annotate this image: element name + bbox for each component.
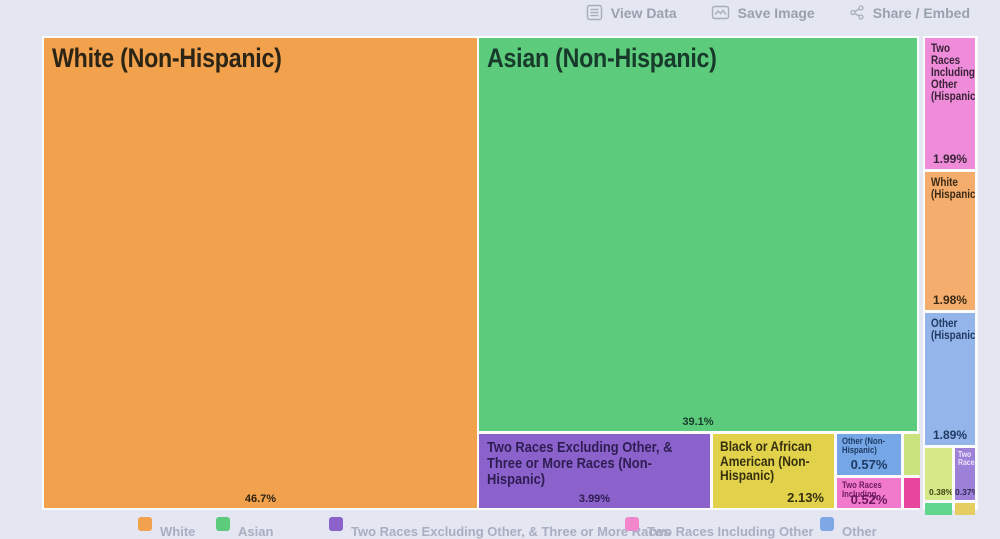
treemap-node-two-races-including-other-hispanic[interactable]: Two Races Including Other (Hispanic) 1.9… xyxy=(925,38,975,169)
node-value: 1.89% xyxy=(932,428,968,442)
save-image-label: Save Image xyxy=(737,4,815,21)
chart-legend: White Asian Two Races Excluding Other, &… xyxy=(0,517,1000,539)
node-value: 2.13% xyxy=(787,490,824,505)
treemap-node-asian-non-hispanic[interactable]: Asian (Non-Hispanic) 39.1% xyxy=(479,38,917,431)
node-label: White (Hispanic) xyxy=(931,177,975,202)
share-embed-icon xyxy=(849,4,865,21)
node-label: Two Races Excluding Other, & Three or Mo… xyxy=(487,439,673,488)
treemap-node-black-non-hispanic[interactable]: Black or African American (Non-Hispanic)… xyxy=(713,434,834,508)
legend-swatch xyxy=(138,517,152,531)
node-label: Other (Hispanic) xyxy=(931,318,975,343)
node-value: 46.7% xyxy=(244,493,277,505)
legend-label: Two Races Excluding Other, & Three or Mo… xyxy=(351,524,671,539)
node-value: 1.98% xyxy=(932,293,968,307)
legend-swatch xyxy=(329,517,343,531)
node-value: 0.38% xyxy=(929,487,952,497)
node-value: 39.1% xyxy=(682,416,714,428)
treemap-node-sliver-3[interactable] xyxy=(925,503,952,515)
treemap-node-two-races-excluding-other-non-hispanic[interactable]: Two Races Excluding Other, & Three or Mo… xyxy=(479,434,710,508)
view-data-icon xyxy=(586,4,603,21)
legend-item-two-races-including-other[interactable]: Two Races Including Other xyxy=(625,517,814,539)
share-embed-button[interactable]: Share / Embed xyxy=(849,4,970,21)
node-label: Asian (Non-Hispanic) xyxy=(487,43,717,73)
treemap-node-other-non-hispanic[interactable]: Other (Non-Hispanic) 0.57% xyxy=(837,434,901,475)
node-value: 3.99% xyxy=(578,493,611,505)
legend-item-other[interactable]: Other xyxy=(820,517,877,539)
treemap-node-two-races-including-other-non-hispanic[interactable]: Two Races Including.. 0.52% xyxy=(837,478,901,508)
node-label: Other (Non-Hispanic) xyxy=(842,436,885,456)
legend-swatch xyxy=(625,517,639,531)
share-embed-label: Share / Embed xyxy=(872,4,970,21)
treemap-node-sliver-4[interactable] xyxy=(955,503,975,515)
chart-toolbar: View Data Save Image Share / Embed xyxy=(586,4,970,21)
legend-swatch xyxy=(820,517,834,531)
treemap-node-sliver-1[interactable] xyxy=(904,434,920,475)
treemap-node-white-non-hispanic[interactable]: White (Non-Hispanic) 46.7% xyxy=(44,38,477,508)
legend-item-two-races-excluding-other[interactable]: Two Races Excluding Other, & Three or Mo… xyxy=(329,517,670,539)
node-label: White (Non-Hispanic) xyxy=(52,43,282,73)
legend-item-asian[interactable]: Asian xyxy=(216,517,273,539)
save-image-button[interactable]: Save Image xyxy=(711,4,815,21)
treemap-node-lime-small[interactable]: 0.38% xyxy=(925,448,952,500)
node-label: Two Races... xyxy=(958,450,975,468)
node-value: 0.37% xyxy=(955,487,975,497)
treemap-node-other-hispanic[interactable]: Other (Hispanic) 1.89% xyxy=(925,313,975,445)
legend-swatch xyxy=(216,517,230,531)
treemap-node-two-races-small[interactable]: Two Races... 0.37% xyxy=(955,448,975,500)
view-data-label: View Data xyxy=(610,4,677,21)
treemap-node-sliver-2[interactable] xyxy=(904,478,920,508)
node-label: Black or African American (Non-Hispanic) xyxy=(720,438,812,484)
save-image-icon xyxy=(711,4,730,21)
node-value: 1.99% xyxy=(932,152,968,166)
legend-label: Asian xyxy=(238,524,274,539)
node-label: Two Races Including.. xyxy=(842,480,882,500)
node-label: Two Races Including Other (Hispanic) xyxy=(931,43,975,104)
legend-label: Two Races Including Other xyxy=(647,524,814,539)
view-data-button[interactable]: View Data xyxy=(586,4,677,21)
treemap-node-white-hispanic[interactable]: White (Hispanic) 1.98% xyxy=(925,172,975,310)
node-value: 0.57% xyxy=(850,457,888,472)
legend-label: White xyxy=(160,524,196,539)
node-value: 0.52% xyxy=(850,492,888,507)
legend-item-white[interactable]: White xyxy=(138,517,195,539)
legend-label: Other xyxy=(842,524,877,539)
